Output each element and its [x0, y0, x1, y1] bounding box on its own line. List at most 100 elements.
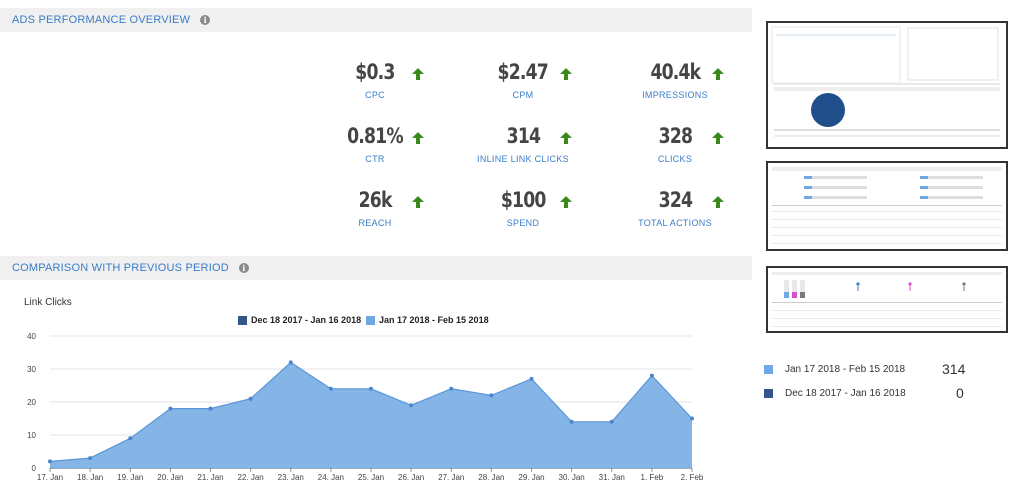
- data-point: [288, 360, 293, 365]
- x-tick-label: 18. Jan: [77, 473, 103, 482]
- overview-title: ADS PERFORMANCE OVERVIEW: [12, 14, 191, 26]
- y-tick-label: 30: [27, 365, 36, 374]
- x-tick-label: 1. Feb: [641, 473, 664, 482]
- report-thumbnail-breakdown[interactable]: [766, 161, 1008, 251]
- legend-swatch-current: [764, 365, 773, 374]
- metric-label: CPC: [365, 90, 385, 100]
- arrow-up-icon: [412, 132, 424, 144]
- metric-ctr: 0.81% CTR: [300, 124, 450, 164]
- data-point: [529, 376, 534, 381]
- legend-label: Jan 17 2018 - Feb 15 2018: [785, 364, 906, 375]
- x-tick-label: 27. Jan: [438, 473, 464, 482]
- metric-value: $0.3: [355, 60, 395, 84]
- arrow-up-icon: [412, 68, 424, 80]
- data-point: [489, 393, 494, 398]
- x-tick-label: 29. Jan: [518, 473, 544, 482]
- metric-value: $2.47: [497, 60, 549, 84]
- arrow-up-icon: [712, 68, 724, 80]
- legend-value: 314: [942, 361, 966, 377]
- metric-value: 324: [658, 188, 692, 212]
- data-point: [88, 456, 93, 461]
- metric-impressions: 40.4k IMPRESSIONS: [600, 60, 750, 100]
- legend-previous-period: Dec 18 2017 - Jan 16 2018 0: [764, 385, 984, 401]
- metric-value: 40.4k: [650, 60, 701, 84]
- y-tick-label: 0: [32, 464, 37, 473]
- x-tick-label: 23. Jan: [278, 473, 304, 482]
- data-point: [690, 416, 694, 421]
- x-tick-label: 20. Jan: [157, 473, 183, 482]
- info-icon[interactable]: i: [238, 263, 249, 273]
- x-tick-label: 2. Feb: [681, 473, 704, 482]
- metric-label: REACH: [358, 218, 392, 228]
- legend-swatch-previous: [764, 389, 773, 398]
- data-point: [409, 403, 414, 408]
- metric-label: IMPRESSIONS: [642, 90, 708, 100]
- legend-value: 0: [956, 385, 964, 401]
- link-clicks-chart: 0 10 20 30 40 17. Jan 18. Jan 19. Jan 20. Jan 21.…: [27, 332, 704, 482]
- metric-total-actions: 324 TOTAL ACTIONS: [600, 188, 750, 228]
- arrow-up-icon: [560, 132, 572, 144]
- y-tick-label: 10: [27, 431, 36, 440]
- metric-cpm: $2.47 CPM: [448, 60, 598, 100]
- arrow-up-icon: [560, 68, 572, 80]
- y-tick-label: 40: [27, 332, 36, 341]
- x-tick-label: 19. Jan: [117, 473, 143, 482]
- legend-swatch-previous: [238, 315, 247, 325]
- comparison-title: COMPARISON WITH PREVIOUS PERIOD: [12, 262, 229, 274]
- x-tick-label: 28. Jan: [478, 473, 504, 482]
- x-tick-label: 31. Jan: [599, 473, 625, 482]
- metric-label: TOTAL ACTIONS: [638, 218, 712, 228]
- report-thumbnail-demographics[interactable]: [766, 266, 1008, 333]
- x-tick-label: 26. Jan: [398, 473, 424, 482]
- data-point: [248, 396, 253, 401]
- chart-title: Link Clicks: [24, 297, 72, 308]
- y-tick-label: 20: [27, 398, 36, 407]
- metric-value: $100: [500, 188, 546, 212]
- metric-label: INLINE LINK CLICKS: [477, 154, 569, 164]
- metric-label: CLICKS: [657, 154, 693, 164]
- metric-value: 314: [506, 124, 540, 148]
- metric-cpc: $0.3 CPC: [300, 60, 450, 100]
- metric-label: SPEND: [506, 218, 540, 228]
- data-point: [48, 459, 52, 464]
- data-point: [649, 373, 654, 378]
- report-thumbnail-summary[interactable]: [766, 21, 1008, 149]
- x-tick-label: 25. Jan: [358, 473, 384, 482]
- legend-swatch-current: [366, 315, 375, 325]
- chart-legend-current[interactable]: Jan 17 2018 - Feb 15 2018: [366, 315, 489, 325]
- data-point: [328, 386, 333, 391]
- overview-header: ADS PERFORMANCE OVERVIEW i: [0, 8, 752, 32]
- metric-inline-link-clicks: 314 INLINE LINK CLICKS: [448, 124, 598, 164]
- arrow-up-icon: [560, 196, 572, 208]
- legend-series-name: Dec 18 2017 - Jan 16 2018: [251, 315, 362, 325]
- metric-clicks: 328 CLICKS: [600, 124, 750, 164]
- chart-legend-previous[interactable]: Dec 18 2017 - Jan 16 2018: [238, 315, 361, 325]
- legend-current-period: Jan 17 2018 - Feb 15 2018 314: [764, 361, 984, 377]
- metric-label: CTR: [365, 154, 385, 164]
- arrow-up-icon: [712, 132, 724, 144]
- data-point: [449, 386, 454, 391]
- info-icon[interactable]: i: [200, 15, 211, 25]
- metric-value: 0.81%: [347, 124, 403, 148]
- metric-reach: 26k REACH: [300, 188, 450, 228]
- data-point: [569, 419, 574, 424]
- metric-spend: $100 SPEND: [448, 188, 598, 228]
- series-area-current: [50, 362, 692, 468]
- comparison-header: COMPARISON WITH PREVIOUS PERIOD i: [0, 256, 752, 280]
- data-point: [609, 419, 614, 424]
- x-tick-label: 21. Jan: [197, 473, 223, 482]
- x-tick-label: 17. Jan: [37, 473, 63, 482]
- arrow-up-icon: [412, 196, 424, 208]
- x-tick-label: 22. Jan: [238, 473, 264, 482]
- arrow-up-icon: [712, 196, 724, 208]
- metric-label: CPM: [512, 90, 534, 100]
- data-point: [369, 386, 373, 391]
- x-tick-label: 24. Jan: [318, 473, 344, 482]
- metric-value: 328: [658, 124, 692, 148]
- demographics-thumbnail-graphic: [772, 272, 1002, 327]
- data-point: [168, 406, 173, 411]
- data-point: [208, 406, 213, 411]
- metric-value: 26k: [358, 188, 393, 212]
- summary-thumbnail-graphic: [771, 26, 1000, 137]
- legend-series-name: Jan 17 2018 - Feb 15 2018: [379, 315, 489, 325]
